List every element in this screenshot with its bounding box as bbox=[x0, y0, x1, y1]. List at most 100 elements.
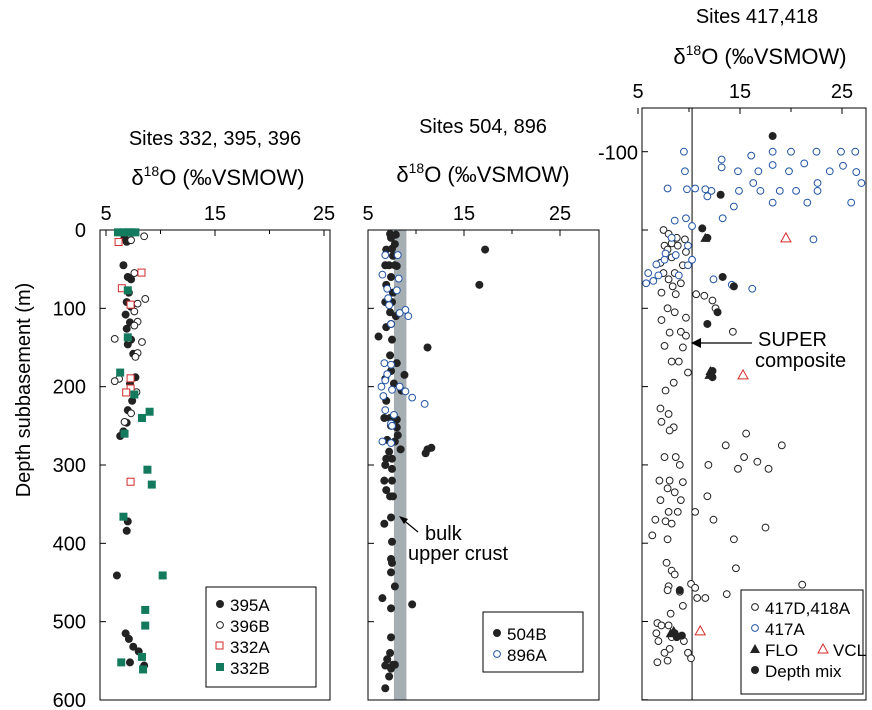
data-point bbox=[785, 167, 793, 176]
data-point bbox=[386, 351, 395, 360]
panel-2-title: Sites 504, 896 δ18O (‰VSMOW) bbox=[396, 116, 569, 187]
data-point bbox=[780, 231, 792, 243]
panel-2-xlabel-rest: O (‰VSMOW) bbox=[424, 162, 569, 187]
data-point bbox=[703, 319, 712, 328]
data-point bbox=[657, 288, 666, 297]
data-point bbox=[688, 255, 696, 264]
data-point bbox=[664, 621, 673, 630]
data-point bbox=[387, 604, 396, 613]
panel-1-xlabel-delta: δ bbox=[131, 165, 143, 190]
data-point bbox=[721, 441, 730, 450]
data-point bbox=[481, 245, 490, 254]
data-point bbox=[652, 629, 661, 638]
legend-marker bbox=[493, 650, 501, 658]
data-point bbox=[143, 465, 152, 474]
legend-label: 504B bbox=[507, 625, 547, 644]
data-point bbox=[138, 338, 146, 346]
data-point bbox=[381, 376, 390, 385]
data-point bbox=[703, 233, 712, 242]
data-point bbox=[119, 228, 128, 237]
data-point bbox=[768, 161, 777, 169]
data-point bbox=[692, 290, 701, 299]
data-point bbox=[740, 453, 748, 461]
data-point bbox=[688, 222, 696, 230]
data-point bbox=[475, 280, 484, 289]
data-point bbox=[663, 184, 672, 193]
data-point bbox=[390, 410, 398, 419]
data-point bbox=[665, 645, 674, 653]
series-332b bbox=[113, 228, 167, 674]
data-point bbox=[851, 147, 860, 156]
data-point bbox=[651, 515, 660, 524]
data-point bbox=[775, 186, 784, 195]
data-point bbox=[388, 537, 396, 546]
data-point bbox=[113, 228, 122, 237]
legend-marker bbox=[493, 629, 501, 637]
data-point bbox=[666, 609, 675, 618]
data-point bbox=[388, 454, 396, 463]
annotation-line1: bulk bbox=[425, 523, 463, 545]
legend-label: 396B bbox=[230, 617, 270, 636]
data-point bbox=[126, 374, 135, 383]
data-point bbox=[670, 308, 679, 317]
data-point bbox=[687, 654, 695, 663]
data-point bbox=[837, 147, 845, 156]
data-point bbox=[401, 387, 410, 396]
data-point bbox=[674, 357, 683, 366]
panel-1-xlabel: δ18O (‰VSMOW) bbox=[131, 163, 304, 190]
data-point bbox=[427, 443, 436, 452]
data-point bbox=[385, 301, 394, 310]
data-point bbox=[131, 353, 140, 361]
data-point bbox=[141, 295, 150, 303]
data-point bbox=[722, 590, 731, 598]
legend-marker bbox=[216, 600, 224, 608]
data-point bbox=[681, 167, 689, 176]
data-point bbox=[668, 282, 677, 291]
data-point bbox=[669, 378, 678, 387]
data-point bbox=[388, 385, 396, 394]
data-point bbox=[670, 488, 679, 497]
data-point bbox=[700, 291, 709, 300]
data-point bbox=[423, 343, 432, 352]
data-point bbox=[670, 216, 679, 225]
data-point bbox=[130, 307, 139, 316]
data-point bbox=[703, 492, 712, 501]
data-point bbox=[756, 186, 765, 195]
plot-frame bbox=[641, 107, 867, 701]
data-point bbox=[665, 426, 674, 435]
x-tick-label: 25 bbox=[831, 81, 853, 103]
data-point bbox=[385, 672, 394, 681]
data-point bbox=[123, 286, 132, 295]
legend-label: 332A bbox=[230, 638, 270, 657]
data-point bbox=[130, 390, 139, 399]
data-point bbox=[673, 241, 682, 250]
data-point bbox=[734, 167, 742, 176]
data-point bbox=[708, 296, 717, 305]
data-point bbox=[813, 186, 822, 195]
data-point bbox=[684, 368, 692, 377]
data-point bbox=[381, 461, 390, 469]
data-point bbox=[387, 568, 396, 577]
series-332a bbox=[114, 238, 146, 486]
data-point bbox=[671, 453, 680, 461]
data-point bbox=[380, 519, 389, 528]
data-point bbox=[652, 260, 661, 269]
data-point bbox=[119, 512, 128, 521]
data-point bbox=[655, 476, 664, 485]
annotation-line2: composite bbox=[755, 350, 846, 372]
data-point bbox=[388, 464, 396, 473]
panel-3-xlabel-delta: δ bbox=[673, 44, 685, 69]
data-point bbox=[379, 392, 388, 400]
legend-marker bbox=[216, 621, 224, 629]
data-point bbox=[390, 582, 399, 591]
data-point bbox=[675, 461, 684, 469]
data-point bbox=[701, 185, 710, 194]
data-point bbox=[678, 601, 687, 610]
data-point bbox=[116, 368, 125, 377]
data-point bbox=[708, 373, 717, 382]
legend-marker bbox=[751, 603, 759, 611]
data-point bbox=[393, 431, 402, 440]
data-point bbox=[693, 594, 702, 602]
y-tick-label: 200 bbox=[53, 377, 86, 399]
series-depth-mix bbox=[670, 132, 777, 642]
